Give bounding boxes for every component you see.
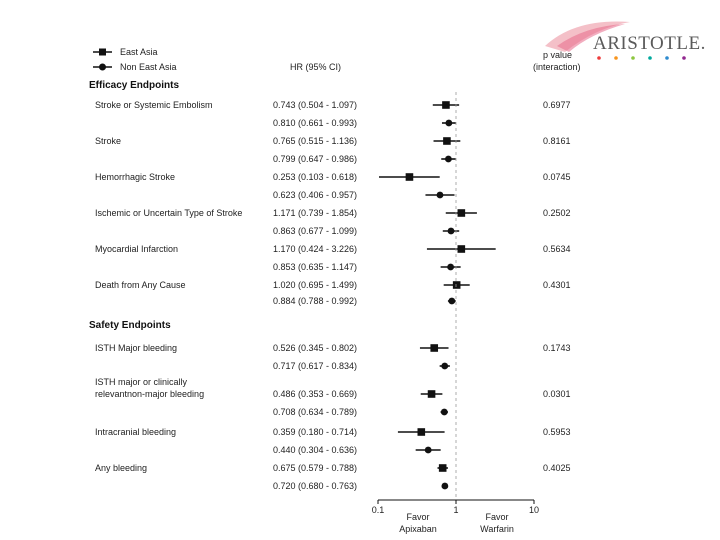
hr-ci-text: 0.884 (0.788 - 0.992)	[273, 296, 357, 306]
east-asia-point	[430, 344, 439, 352]
hr-column-header: HR (95% CI)	[290, 62, 341, 72]
logo-dot	[631, 56, 635, 60]
section-title: Efficacy Endpoints	[89, 80, 179, 91]
hr-ci-text: 0.623 (0.406 - 0.957)	[273, 190, 357, 200]
east-asia-point	[442, 101, 450, 109]
p-value: 0.6977	[543, 100, 571, 110]
hr-ci-text: 0.675 (0.579 - 0.788)	[273, 463, 357, 473]
x-label-left-line2: Apixaban	[399, 524, 437, 534]
endpoint-name: Stroke or Systemic Embolism	[95, 100, 213, 110]
hr-ci-text: 0.717 (0.617 - 0.834)	[273, 361, 357, 371]
non-east-asia-point	[441, 482, 449, 490]
hr-ci-text: 0.720 (0.680 - 0.763)	[273, 481, 357, 491]
legend-square-marker	[99, 48, 106, 56]
hr-ci-text: 0.486 (0.353 - 0.669)	[273, 389, 357, 399]
logo-dot	[597, 56, 601, 60]
p-value: 0.4301	[543, 280, 571, 290]
non-east-asia-point	[436, 191, 444, 199]
x-tick-label: 0.1	[372, 505, 385, 515]
hr-ci-text: 0.799 (0.647 - 0.986)	[273, 154, 357, 164]
x-label-right: Favor	[485, 512, 508, 522]
logo-wordmark: ARISTOTLE.	[593, 33, 705, 54]
east-asia-point	[405, 173, 414, 181]
hr-ci-text: 0.810 (0.661 - 0.993)	[273, 118, 357, 128]
endpoint-name: Ischemic or Uncertain Type of Stroke	[95, 208, 242, 218]
hr-ci-text: 0.440 (0.304 - 0.636)	[273, 445, 357, 455]
hr-ci-text: 0.526 (0.345 - 0.802)	[273, 343, 357, 353]
hr-ci-text: 0.359 (0.180 - 0.714)	[273, 427, 357, 437]
hr-ci-text: 1.170 (0.424 - 3.226)	[273, 244, 357, 254]
p-value: 0.5634	[543, 244, 571, 254]
p-value: 0.2502	[543, 208, 571, 218]
p-value: 0.0745	[543, 172, 571, 182]
x-label-left: Favor	[406, 512, 429, 522]
hr-ci-text: 0.253 (0.103 - 0.618)	[273, 172, 357, 182]
non-east-asia-point	[424, 446, 432, 454]
logo-dots	[597, 56, 686, 60]
p-value-header: p value	[543, 50, 572, 60]
hr-ci-text: 0.765 (0.515 - 1.136)	[273, 136, 357, 146]
p-value: 0.4025	[543, 463, 571, 473]
endpoint-name: Myocardial Infarction	[95, 244, 178, 254]
endpoint-name: Any bleeding	[95, 463, 147, 473]
logo-swoosh-dark	[557, 24, 625, 52]
logo-dot	[665, 56, 669, 60]
endpoint-name-line2: relevantnon-major bleeding	[95, 389, 204, 399]
logo-dot	[648, 56, 652, 60]
legend-circle-marker	[99, 63, 106, 71]
non-east-asia-point	[447, 227, 455, 235]
legend-label: East Asia	[120, 47, 158, 57]
hr-ci-text: 1.171 (0.739 - 1.854)	[273, 208, 357, 218]
p-value: 0.1743	[543, 343, 571, 353]
p-value: 0.8161	[543, 136, 571, 146]
logo-dot	[614, 56, 618, 60]
aristotle-logo: ARISTOTLE.	[545, 21, 705, 60]
non-east-asia-point	[447, 263, 455, 271]
non-east-asia-point	[440, 408, 448, 416]
hr-ci-text: 0.853 (0.635 - 1.147)	[273, 262, 357, 272]
x-tick-label: 1	[453, 505, 458, 515]
p-value-header-sub: (interaction)	[533, 62, 581, 72]
endpoint-name: Intracranial bleeding	[95, 427, 176, 437]
p-value: 0.5953	[543, 427, 571, 437]
endpoint-name: Death from Any Cause	[95, 280, 186, 290]
east-asia-point	[457, 209, 466, 217]
p-value: 0.0301	[543, 389, 571, 399]
endpoint-name: Hemorrhagic Stroke	[95, 172, 175, 182]
non-east-asia-point	[441, 362, 449, 370]
hr-ci-text: 0.863 (0.677 - 1.099)	[273, 226, 357, 236]
east-asia-point	[443, 137, 451, 145]
x-tick-label: 10	[529, 505, 539, 515]
hr-ci-text: 1.020 (0.695 - 1.499)	[273, 280, 357, 290]
non-east-asia-point	[445, 119, 453, 127]
legend-label: Non East Asia	[120, 62, 177, 72]
endpoint-name: ISTH major or clinically	[95, 377, 188, 387]
east-asia-point	[427, 390, 436, 398]
east-asia-point	[452, 281, 461, 289]
endpoint-name: Stroke	[95, 136, 121, 146]
non-east-asia-point	[448, 297, 456, 305]
section-title: Safety Endpoints	[89, 320, 171, 331]
hr-ci-text: 0.743 (0.504 - 1.097)	[273, 100, 357, 110]
logo-dot	[682, 56, 686, 60]
east-asia-point	[417, 428, 426, 436]
east-asia-point	[457, 245, 466, 253]
non-east-asia-point	[444, 155, 452, 163]
hr-ci-text: 0.708 (0.634 - 0.789)	[273, 407, 357, 417]
east-asia-point	[438, 464, 447, 472]
x-label-right-line2: Warfarin	[480, 524, 514, 534]
endpoint-name: ISTH Major bleeding	[95, 343, 177, 353]
